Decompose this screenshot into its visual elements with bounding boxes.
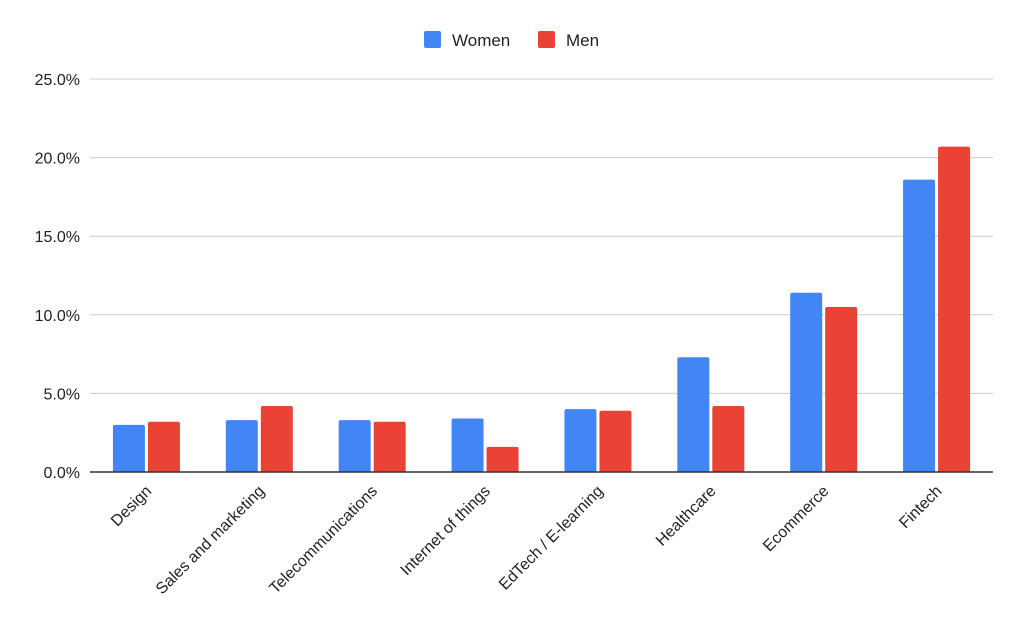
x-tick-label: EdTech / E-learning xyxy=(496,483,607,594)
x-tick-label: Sales and marketing xyxy=(153,483,268,598)
x-tick-label: Internet of things xyxy=(398,483,494,579)
y-tick-label: 25.0% xyxy=(35,72,80,89)
bars xyxy=(112,146,971,472)
bar-women xyxy=(903,179,936,472)
legend: Women Men xyxy=(424,31,599,50)
bar-men xyxy=(260,405,293,472)
legend-swatch-women xyxy=(424,31,441,48)
x-tick-label: Healthcare xyxy=(653,483,720,550)
x-tick-label: Fintech xyxy=(896,483,945,532)
y-tick-label: 0.0% xyxy=(44,465,80,482)
y-tick-label: 10.0% xyxy=(35,308,80,325)
legend-label-women: Women xyxy=(452,31,510,50)
bar-men xyxy=(938,146,971,472)
y-tick-label: 15.0% xyxy=(35,229,80,246)
bar-women xyxy=(564,409,597,472)
bar-women xyxy=(451,418,484,472)
bar-men xyxy=(486,446,519,472)
y-axis-ticks: 0.0% 5.0% 10.0% 15.0% 20.0% 25.0% xyxy=(35,72,80,482)
gridlines xyxy=(90,78,993,394)
legend-label-men: Men xyxy=(566,31,599,50)
legend-swatch-men xyxy=(538,31,555,48)
bar-women xyxy=(677,357,710,472)
bar-women xyxy=(225,420,258,472)
y-tick-label: 20.0% xyxy=(35,151,80,168)
bar-women xyxy=(112,424,145,472)
bar-men xyxy=(373,421,406,472)
x-tick-label: Design xyxy=(108,483,155,530)
bar-women xyxy=(790,292,823,472)
x-tick-label: Ecommerce xyxy=(760,483,832,555)
bar-women xyxy=(338,420,371,472)
bar-men xyxy=(712,405,745,472)
y-tick-label: 5.0% xyxy=(44,386,80,403)
bar-men xyxy=(599,410,632,472)
bar-men xyxy=(147,421,180,472)
bar-men xyxy=(825,306,858,472)
x-tick-label: Telecommunications xyxy=(266,483,381,598)
